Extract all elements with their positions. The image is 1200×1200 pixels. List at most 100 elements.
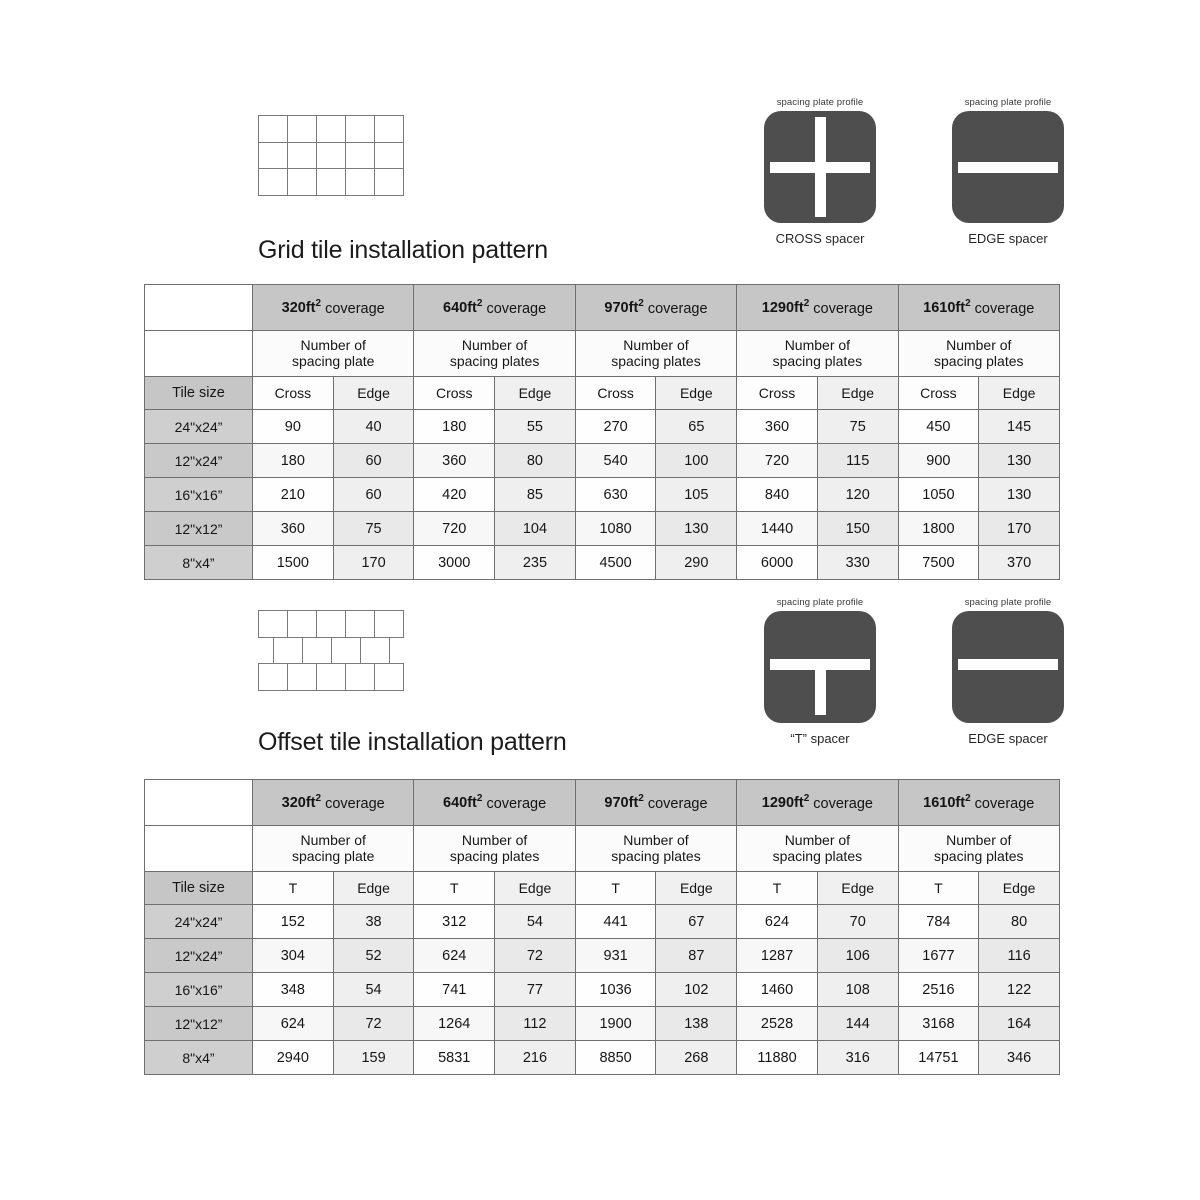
- column-subheader: T: [252, 871, 334, 905]
- value-cell: 370: [978, 545, 1060, 580]
- offset-tile: [287, 610, 317, 638]
- value-cell: 75: [816, 409, 899, 444]
- tee-spacer-icon: [764, 611, 876, 723]
- value-cell: 540: [574, 443, 657, 478]
- value-cell: 145: [978, 409, 1060, 444]
- edge-spacer-figure-grid: spacing plate profile EDGE spacer: [928, 97, 1088, 246]
- column-subheader: Edge: [978, 871, 1060, 905]
- value-cell: 268: [655, 1040, 738, 1075]
- table-row: 12"x12” 624 72 1264 112 1900 138 2528 144 3168 164: [144, 1006, 1060, 1041]
- grid-tile: [374, 168, 404, 196]
- value-cell: 720: [413, 511, 496, 546]
- value-cell: 11880: [736, 1040, 818, 1075]
- spacing-plate-profile-label: spacing plate profile: [964, 597, 1052, 608]
- value-cell: 104: [494, 511, 576, 546]
- value-cell: 38: [332, 904, 415, 939]
- offset-tile: [345, 663, 375, 691]
- coverage-header: 1290ft2 coverage: [736, 779, 899, 826]
- value-cell: 115: [816, 443, 899, 478]
- grid-tile: [258, 168, 288, 196]
- value-cell: 900: [897, 443, 980, 478]
- value-cell: 5831: [413, 1040, 496, 1075]
- grid-pattern-title: Grid tile installation pattern: [258, 236, 548, 264]
- value-cell: 630: [574, 477, 657, 512]
- value-cell: 2528: [736, 1006, 818, 1041]
- offset-tile: [374, 663, 404, 691]
- value-cell: 180: [413, 409, 496, 444]
- value-cell: 210: [252, 477, 334, 512]
- plate-count-header: Number of spacing plates: [574, 330, 738, 377]
- grid-tile: [316, 141, 346, 170]
- value-cell: 138: [655, 1006, 738, 1041]
- spacing-plate-profile-label: spacing plate profile: [776, 97, 864, 108]
- value-cell: 235: [494, 545, 576, 580]
- column-subheader: Cross: [897, 376, 980, 410]
- value-cell: 1050: [897, 477, 980, 512]
- tile-size-header: Tile size: [144, 871, 253, 905]
- value-cell: 106: [816, 938, 899, 973]
- value-cell: 130: [978, 477, 1060, 512]
- value-cell: 170: [978, 511, 1060, 546]
- grid-tile: [258, 141, 288, 170]
- value-cell: 75: [332, 511, 415, 546]
- value-cell: 112: [494, 1006, 576, 1041]
- value-cell: 105: [655, 477, 738, 512]
- spacing-plate-profile-label: spacing plate profile: [964, 97, 1052, 108]
- edge-spacer-icon: [952, 611, 1064, 723]
- plate-count-header: Number of spacing plates: [413, 825, 576, 872]
- column-subheader: Edge: [816, 871, 899, 905]
- value-cell: 1677: [897, 938, 980, 973]
- value-cell: 80: [978, 904, 1060, 939]
- value-cell: 4500: [574, 545, 657, 580]
- plate-count-header: Number of spacing plates: [736, 330, 899, 377]
- value-cell: 77: [494, 972, 576, 1007]
- value-cell: 102: [655, 972, 738, 1007]
- value-cell: 116: [978, 938, 1060, 973]
- value-cell: 8850: [574, 1040, 657, 1075]
- cross-spacer-name: CROSS spacer: [775, 231, 865, 246]
- value-cell: 100: [655, 443, 738, 478]
- value-cell: 624: [413, 938, 496, 973]
- grid-tile: [316, 168, 346, 196]
- coverage-header: 970ft2 coverage: [574, 779, 738, 826]
- value-cell: 360: [413, 443, 496, 478]
- grid-tile: [345, 168, 375, 196]
- value-cell: 1460: [736, 972, 818, 1007]
- offset-tile: [359, 636, 390, 665]
- coverage-header: 320ft2 coverage: [251, 284, 415, 331]
- column-subheader: Edge: [655, 871, 738, 905]
- tile-size-cell: 8"x4”: [144, 1040, 253, 1075]
- coverage-header: 640ft2 coverage: [413, 284, 576, 331]
- grid-tile: [316, 115, 346, 143]
- coverage-header: 1610ft2 coverage: [897, 284, 1060, 331]
- tile-size-cell: 12"x24”: [144, 443, 253, 478]
- tile-size-cell: 16"x16”: [144, 477, 253, 512]
- value-cell: 2940: [252, 1040, 334, 1075]
- table-corner-blank: [144, 330, 253, 377]
- value-cell: 330: [816, 545, 899, 580]
- value-cell: 1264: [413, 1006, 496, 1041]
- value-cell: 7500: [897, 545, 980, 580]
- value-cell: 70: [816, 904, 899, 939]
- plate-count-header: Number of spacing plates: [574, 825, 738, 872]
- value-cell: 152: [252, 904, 334, 939]
- value-cell: 420: [413, 477, 496, 512]
- value-cell: 720: [736, 443, 818, 478]
- table-row: 16"x16” 210 60 420 85 630 105 840 120 1050 130: [144, 477, 1060, 512]
- column-subheader: Cross: [413, 376, 496, 410]
- offset-spacer-table: 320ft2 coverage 640ft2 coverage 970ft2 cov…: [144, 779, 1060, 1075]
- value-cell: 67: [655, 904, 738, 939]
- value-cell: 144: [816, 1006, 899, 1041]
- table-row: 24"x24” 90 40 180 55 270 65 360 75 450 145: [144, 409, 1060, 444]
- grid-tile: [287, 168, 317, 196]
- value-cell: 54: [494, 904, 576, 939]
- column-subheader: T: [574, 871, 657, 905]
- grid-tile: [287, 115, 317, 143]
- table-row: 16"x16” 348 54 741 77 1036 102 1460 108 2516 122: [144, 972, 1060, 1007]
- value-cell: 3168: [897, 1006, 980, 1041]
- coverage-header: 970ft2 coverage: [574, 284, 738, 331]
- cross-spacer-icon: [764, 111, 876, 223]
- value-cell: 290: [655, 545, 738, 580]
- value-cell: 840: [736, 477, 818, 512]
- offset-tile: [345, 610, 375, 638]
